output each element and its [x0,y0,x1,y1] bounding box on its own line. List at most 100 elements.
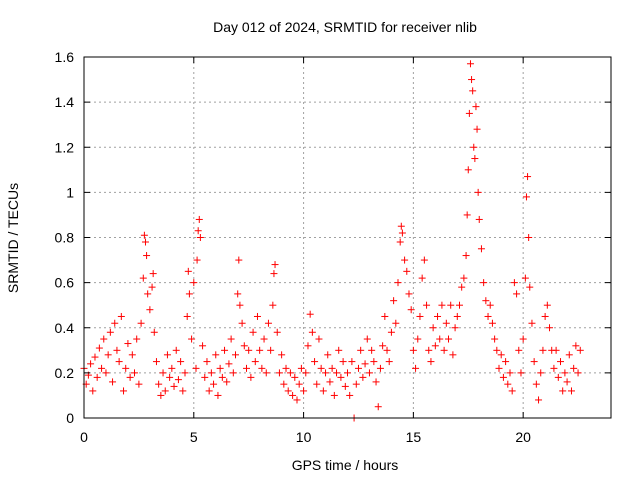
data-point [319,387,327,395]
data-point [365,369,373,377]
data-point [470,143,478,151]
data-point [510,279,518,287]
data-point [172,346,180,354]
data-point [484,312,492,320]
data-point [306,310,314,318]
data-point [525,234,533,241]
data-point [120,387,128,395]
data-point [463,211,471,219]
data-point [141,238,149,246]
data-point [140,231,148,239]
data-point [397,222,405,230]
data-point [473,125,481,133]
data-point [168,364,176,372]
data-point [251,358,259,366]
data-point [210,380,218,388]
data-point [333,369,341,377]
data-point [135,380,143,388]
data-point [449,351,457,359]
data-point [341,382,349,390]
data-point [438,301,446,309]
data-point [502,358,510,366]
data-point [465,109,473,117]
data-point [357,346,365,354]
data-point [223,378,231,386]
x-axis-label: GPS time / hours [292,457,399,473]
data-point [302,369,310,377]
x-tick-label: 0 [80,429,88,445]
data-point [196,234,204,241]
x-tick-label: 15 [406,429,422,445]
data-point [390,297,398,305]
data-point [436,335,444,343]
data-point [148,283,156,291]
data-point [157,391,165,399]
data-point [269,301,277,309]
data-point [401,256,409,264]
data-point [561,369,569,377]
data-point [368,346,376,354]
data-point [472,103,480,111]
data-point [286,369,294,377]
data-point [412,364,420,372]
data-point [146,306,154,314]
data-point [576,346,584,354]
data-point [543,301,551,309]
x-tick-label: 20 [515,429,531,445]
data-point [106,328,114,336]
data-point [304,342,312,350]
data-point [442,319,450,327]
data-point [530,358,538,366]
data-point [207,369,215,377]
data-point [554,373,562,381]
data-point [192,364,200,372]
data-point [149,270,157,278]
data-point [280,380,288,388]
data-point [245,346,253,354]
data-points [80,60,584,422]
data-point [405,290,413,298]
data-point [517,369,525,377]
data-point [124,340,132,348]
data-point [453,312,461,320]
data-point [163,351,171,359]
data-point [392,319,400,327]
data-point [267,346,275,354]
data-point [482,297,490,305]
data-point [499,373,507,381]
data-point [414,335,422,343]
data-point [317,364,325,372]
data-point [144,290,152,298]
data-point [95,344,103,352]
data-point [128,351,136,359]
data-point [455,301,463,309]
data-point [524,173,532,181]
data-point [271,261,279,269]
data-point [300,387,308,395]
grid-lines [84,57,611,418]
data-point [201,373,209,381]
y-tick-label: 0.4 [55,320,75,336]
data-point [247,373,255,381]
y-tick-label: 1.2 [55,139,75,155]
data-point [532,380,540,388]
data-point [359,373,367,381]
y-tick-label: 0.2 [55,365,75,381]
data-point [115,358,123,366]
data-point [504,380,512,388]
data-point [102,369,110,377]
data-point [242,364,250,372]
data-point [205,387,213,395]
data-point [183,312,191,320]
data-point [313,380,321,388]
data-point [440,346,448,354]
data-point [387,328,395,336]
data-point [100,335,108,343]
data-point [203,358,211,366]
data-point [339,358,347,366]
data-point [458,283,466,291]
data-point [515,346,523,354]
data-point [506,369,514,377]
data-point [275,369,283,377]
data-point [273,328,281,336]
